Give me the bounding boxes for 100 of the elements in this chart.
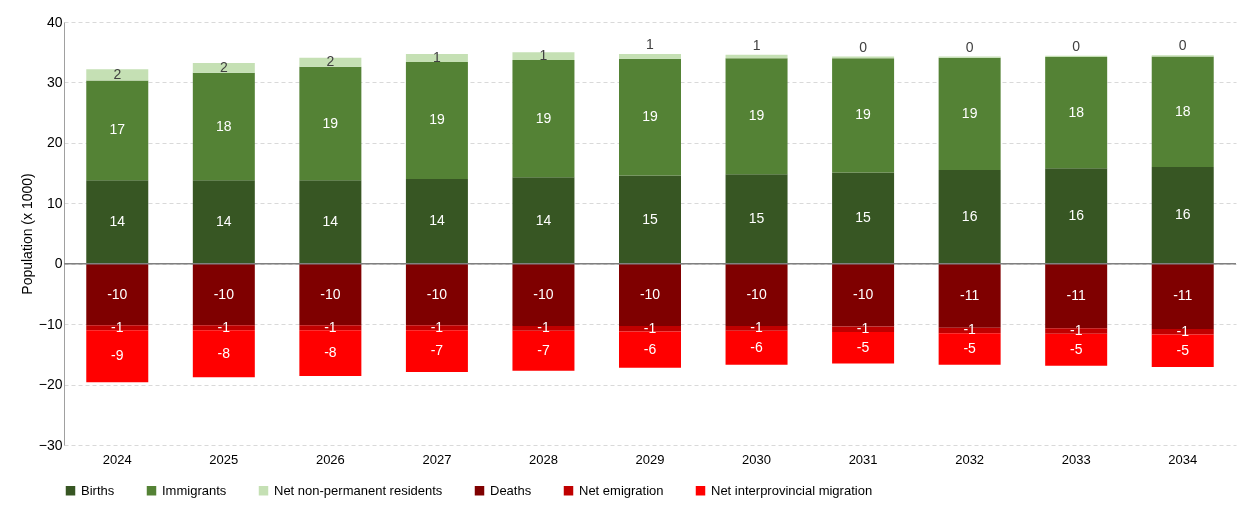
y-tick-label: 40	[46, 13, 63, 30]
bar	[619, 331, 681, 368]
data-label: 0	[1178, 37, 1187, 54]
data-label: -1	[643, 319, 657, 336]
data-label: -9	[111, 347, 124, 364]
data-label: -10	[852, 286, 874, 303]
data-label: -1	[111, 318, 124, 335]
legend-label: Net emigration	[579, 482, 664, 498]
data-label: -1	[430, 318, 444, 335]
bar	[299, 330, 362, 377]
bar	[512, 177, 575, 264]
data-label: -5	[1176, 341, 1190, 358]
data-label: 14	[216, 213, 232, 230]
data-label: 19	[535, 109, 552, 126]
bar	[512, 52, 575, 61]
data-label: -8	[324, 344, 337, 361]
data-label: 1	[433, 48, 442, 65]
data-label: 19	[642, 108, 658, 125]
data-label: 0	[965, 38, 974, 55]
data-label: -7	[537, 341, 550, 358]
legend-label: Net interprovincial migration	[711, 482, 873, 498]
data-label: 16	[1174, 206, 1191, 223]
bar	[86, 69, 149, 81]
data-label: 19	[961, 104, 978, 121]
data-label: -1	[750, 319, 763, 336]
bar	[86, 180, 149, 264]
data-label: 16	[961, 207, 978, 224]
data-label: 1	[539, 47, 548, 64]
bar	[1045, 333, 1108, 366]
y-tick-label: −30	[38, 436, 63, 453]
x-tick-label: 2028	[528, 451, 558, 467]
data-label: 16	[1068, 206, 1085, 223]
bar	[299, 180, 362, 264]
x-tick-label: 2027	[422, 451, 452, 467]
bar	[405, 330, 468, 372]
data-label: -10	[213, 285, 235, 302]
data-label: -1	[537, 319, 550, 336]
data-label: -5	[856, 338, 870, 355]
data-label: 14	[109, 213, 126, 230]
x-tick-label: 2033	[1061, 451, 1091, 467]
bar	[619, 175, 681, 264]
bar	[725, 58, 788, 175]
data-label: 14	[429, 212, 445, 229]
bar	[725, 174, 788, 264]
data-label: -10	[426, 285, 448, 302]
y-tick-label: 20	[46, 134, 63, 151]
bar	[832, 172, 895, 264]
data-label: 14	[322, 213, 339, 230]
data-label: -10	[746, 285, 767, 302]
bar	[512, 330, 575, 371]
data-label: -1	[963, 321, 977, 338]
bar	[938, 170, 1001, 264]
x-tick-label: 2031	[848, 451, 878, 467]
data-label: -10	[107, 285, 128, 302]
bar	[1151, 56, 1214, 168]
data-label: 18	[1068, 103, 1085, 120]
data-label: -5	[1069, 340, 1083, 357]
bar	[832, 58, 895, 173]
data-label: 15	[642, 210, 658, 227]
data-label: 19	[748, 107, 765, 124]
x-tick-label: 2025	[209, 451, 239, 467]
data-label: 19	[429, 111, 445, 128]
data-label: -10	[639, 285, 661, 302]
x-tick-label: 2030	[742, 451, 772, 467]
x-tick-label: 2029	[635, 451, 665, 467]
legend-label: Births	[81, 482, 115, 498]
data-label: -10	[320, 285, 341, 302]
legend-label: Net non-permanent residents	[274, 482, 443, 498]
bar	[86, 80, 149, 181]
y-axis-title: Population (x 1000)	[18, 173, 35, 295]
data-label: -1	[856, 320, 870, 337]
data-label: 0	[859, 38, 868, 55]
data-label: -10	[533, 285, 554, 302]
data-label: 1	[646, 36, 655, 53]
bar	[192, 330, 255, 378]
data-label: -11	[1066, 287, 1086, 304]
bar	[512, 60, 575, 178]
x-tick-label: 2024	[102, 451, 132, 467]
data-label: 2	[113, 65, 122, 82]
bar	[832, 332, 895, 364]
bar	[405, 54, 468, 62]
data-label: -11	[1173, 287, 1193, 304]
legend-label: Immigrants	[162, 482, 227, 498]
data-label: 18	[216, 117, 232, 134]
bar	[86, 330, 149, 383]
bar	[1045, 57, 1108, 169]
data-label: -8	[217, 344, 231, 361]
bar	[299, 66, 362, 181]
y-tick-label: 30	[46, 73, 63, 90]
x-tick-label: 2026	[315, 451, 345, 467]
bar	[1151, 167, 1214, 264]
data-label: -1	[324, 318, 337, 335]
data-label: -1	[217, 318, 231, 335]
bar	[619, 54, 681, 59]
data-label: -7	[430, 342, 444, 359]
legend-label: Deaths	[490, 482, 532, 498]
data-label: -1	[1069, 322, 1083, 339]
y-tick-label: −10	[38, 315, 63, 332]
bar	[938, 57, 1001, 171]
bar	[1151, 334, 1214, 368]
